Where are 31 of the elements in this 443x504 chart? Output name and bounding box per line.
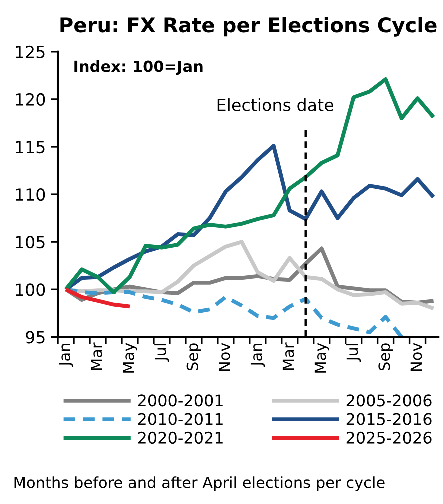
x-tick-label: Nov [410,343,422,372]
y-tick-label: 115 [16,141,45,154]
chart-title: Peru: FX Rate per Elections Cycle [60,17,437,37]
x-tick-label: Jul [154,344,170,362]
x-tick-label: May [314,343,330,373]
y-tick-label: 110 [16,188,46,202]
x-tick-label: Nov [218,343,230,372]
x-tick-label: May [123,343,138,373]
legend-label: 2010-2011 [138,413,223,426]
annotation: Elections date [218,98,334,112]
x-tick-label: Jan [59,344,74,368]
line-series [64,78,436,294]
x-tick-label: Jan [250,344,266,368]
legend-label: 2005-2006 [346,394,432,407]
y-tick-label: 125 [16,46,45,58]
y-tick-label: 95 [26,331,45,344]
y-tick-label: 100 [16,284,46,296]
legend-label: 2020-2021 [138,432,223,444]
x-tick-label: Sep [186,344,202,371]
legend-label: 2000-2001 [138,394,223,407]
line-series [64,288,132,309]
legend-label: 2025-2026 [346,432,432,444]
x-tick-label: Mar [91,342,102,370]
x-tick-label: Sep [378,344,394,371]
x-tick-label: Mar [282,342,294,370]
legend-label: 2015-2016 [346,413,432,426]
y-tick-label: 120 [16,93,46,106]
text: Months before and after April elections per cycle [14,476,385,492]
annotation: Index: 100=Jan [74,60,203,76]
x-tick-label: Jul [346,344,362,362]
y-tick-label: 105 [16,236,45,249]
